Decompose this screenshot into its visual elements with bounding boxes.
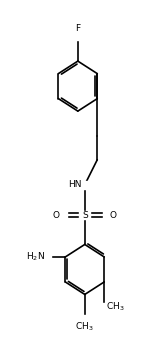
Text: O: O [53, 211, 60, 220]
Text: CH$_3$: CH$_3$ [75, 321, 94, 333]
Bar [79, 315, 90, 324]
Text: S: S [82, 211, 88, 220]
Text: O: O [110, 211, 117, 220]
Text: F: F [75, 25, 80, 33]
Text: HN: HN [69, 180, 82, 189]
Bar [40, 253, 51, 261]
Bar [99, 303, 110, 311]
Text: H$_2$N: H$_2$N [26, 251, 44, 263]
Bar [72, 32, 83, 40]
Bar [103, 211, 114, 219]
Bar [56, 211, 67, 219]
Bar [79, 181, 90, 189]
Text: CH$_3$: CH$_3$ [106, 301, 124, 313]
Bar [79, 211, 90, 219]
